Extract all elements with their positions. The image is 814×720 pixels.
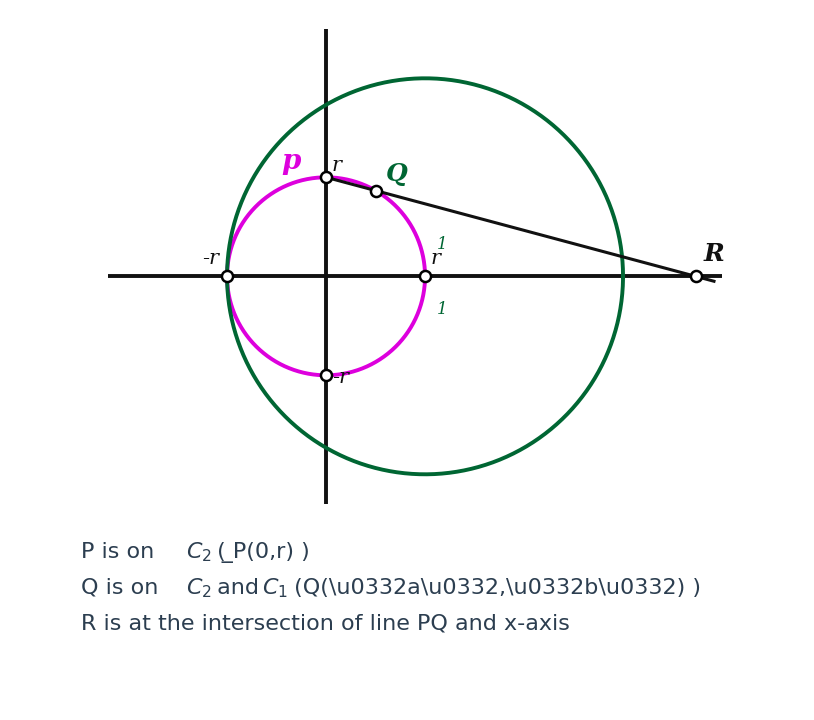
Text: P is on: P is on — [81, 542, 162, 562]
Text: $\mathit{C}_2$: $\mathit{C}_2$ — [186, 576, 212, 600]
Text: and: and — [210, 578, 266, 598]
Text: -r: -r — [202, 249, 219, 269]
Text: (Q(\u0332a\u0332,\u0332b\u0332) ): (Q(\u0332a\u0332,\u0332b\u0332) ) — [287, 578, 701, 598]
Text: $\mathit{C}_1$: $\mathit{C}_1$ — [262, 576, 288, 600]
Text: Q is on: Q is on — [81, 578, 166, 598]
Text: Q: Q — [386, 162, 407, 186]
Text: 1: 1 — [437, 235, 448, 253]
Text: -r: -r — [332, 368, 349, 387]
Text: ( ̲P(0,r) ): ( ̲P(0,r) ) — [210, 542, 310, 563]
Text: R is at the intersection of line PQ and x-axis: R is at the intersection of line PQ and … — [81, 614, 571, 634]
Text: r: r — [332, 156, 342, 176]
Text: $\mathit{C}_2$: $\mathit{C}_2$ — [186, 540, 212, 564]
Text: 1: 1 — [437, 301, 448, 318]
Text: R: R — [703, 243, 724, 266]
Text: p: p — [282, 148, 301, 176]
Text: r: r — [431, 249, 441, 269]
